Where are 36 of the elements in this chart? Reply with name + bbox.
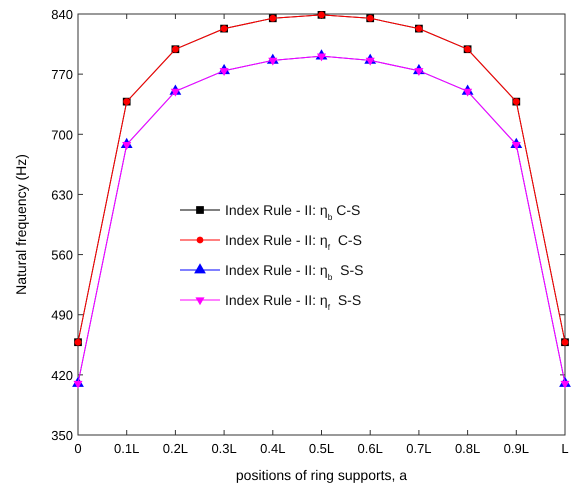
- y-tick-label: 630: [51, 187, 73, 202]
- x-axis-title: positions of ring supports, a: [236, 467, 408, 483]
- x-tick-label: 0: [74, 441, 82, 456]
- x-tick-label: 0.7L: [406, 441, 432, 456]
- y-tick-label: 840: [51, 7, 73, 22]
- x-tick-label: 0.3L: [211, 441, 237, 456]
- y-tick-label: 420: [51, 368, 73, 383]
- x-tick-label: 0.4L: [260, 441, 286, 456]
- x-tick-label: 0.5L: [308, 441, 334, 456]
- legend-label: Index Rule - II: η$_{f}$ C-S: [225, 232, 362, 252]
- point: [73, 380, 83, 389]
- x-tick-label: 0.8L: [454, 441, 480, 456]
- x-tick-label: 0.9L: [504, 441, 529, 456]
- point: [366, 58, 375, 66]
- y-tick-label: 770: [51, 67, 73, 82]
- point: [122, 142, 132, 150]
- y-tick-label: 700: [51, 127, 73, 142]
- legend-label: Index Rule - II: η$_{f}$ S-S: [225, 292, 362, 312]
- point: [316, 53, 326, 62]
- point: [512, 142, 521, 150]
- x-tick-label: L: [561, 441, 569, 456]
- point: [560, 380, 570, 389]
- y-tick-label: 350: [51, 428, 73, 443]
- x-tick-label: 0.2L: [162, 441, 188, 456]
- point: [170, 88, 180, 97]
- legend-label: Index Rule - II: η$_{b}$ C-S: [225, 202, 360, 222]
- y-axis-title: Natural frequency (Hz): [13, 154, 29, 295]
- legend-label: Index Rule - II: η$_{b}$ S-S: [225, 262, 364, 282]
- point: [414, 68, 424, 76]
- y-tick-label: 560: [51, 248, 73, 263]
- y-tick-label: 490: [51, 308, 73, 323]
- x-tick-label: 0.1L: [114, 441, 140, 456]
- x-tick-label: 0.6L: [358, 441, 383, 456]
- point: [220, 68, 229, 76]
- point: [268, 58, 278, 66]
- point: [463, 88, 472, 97]
